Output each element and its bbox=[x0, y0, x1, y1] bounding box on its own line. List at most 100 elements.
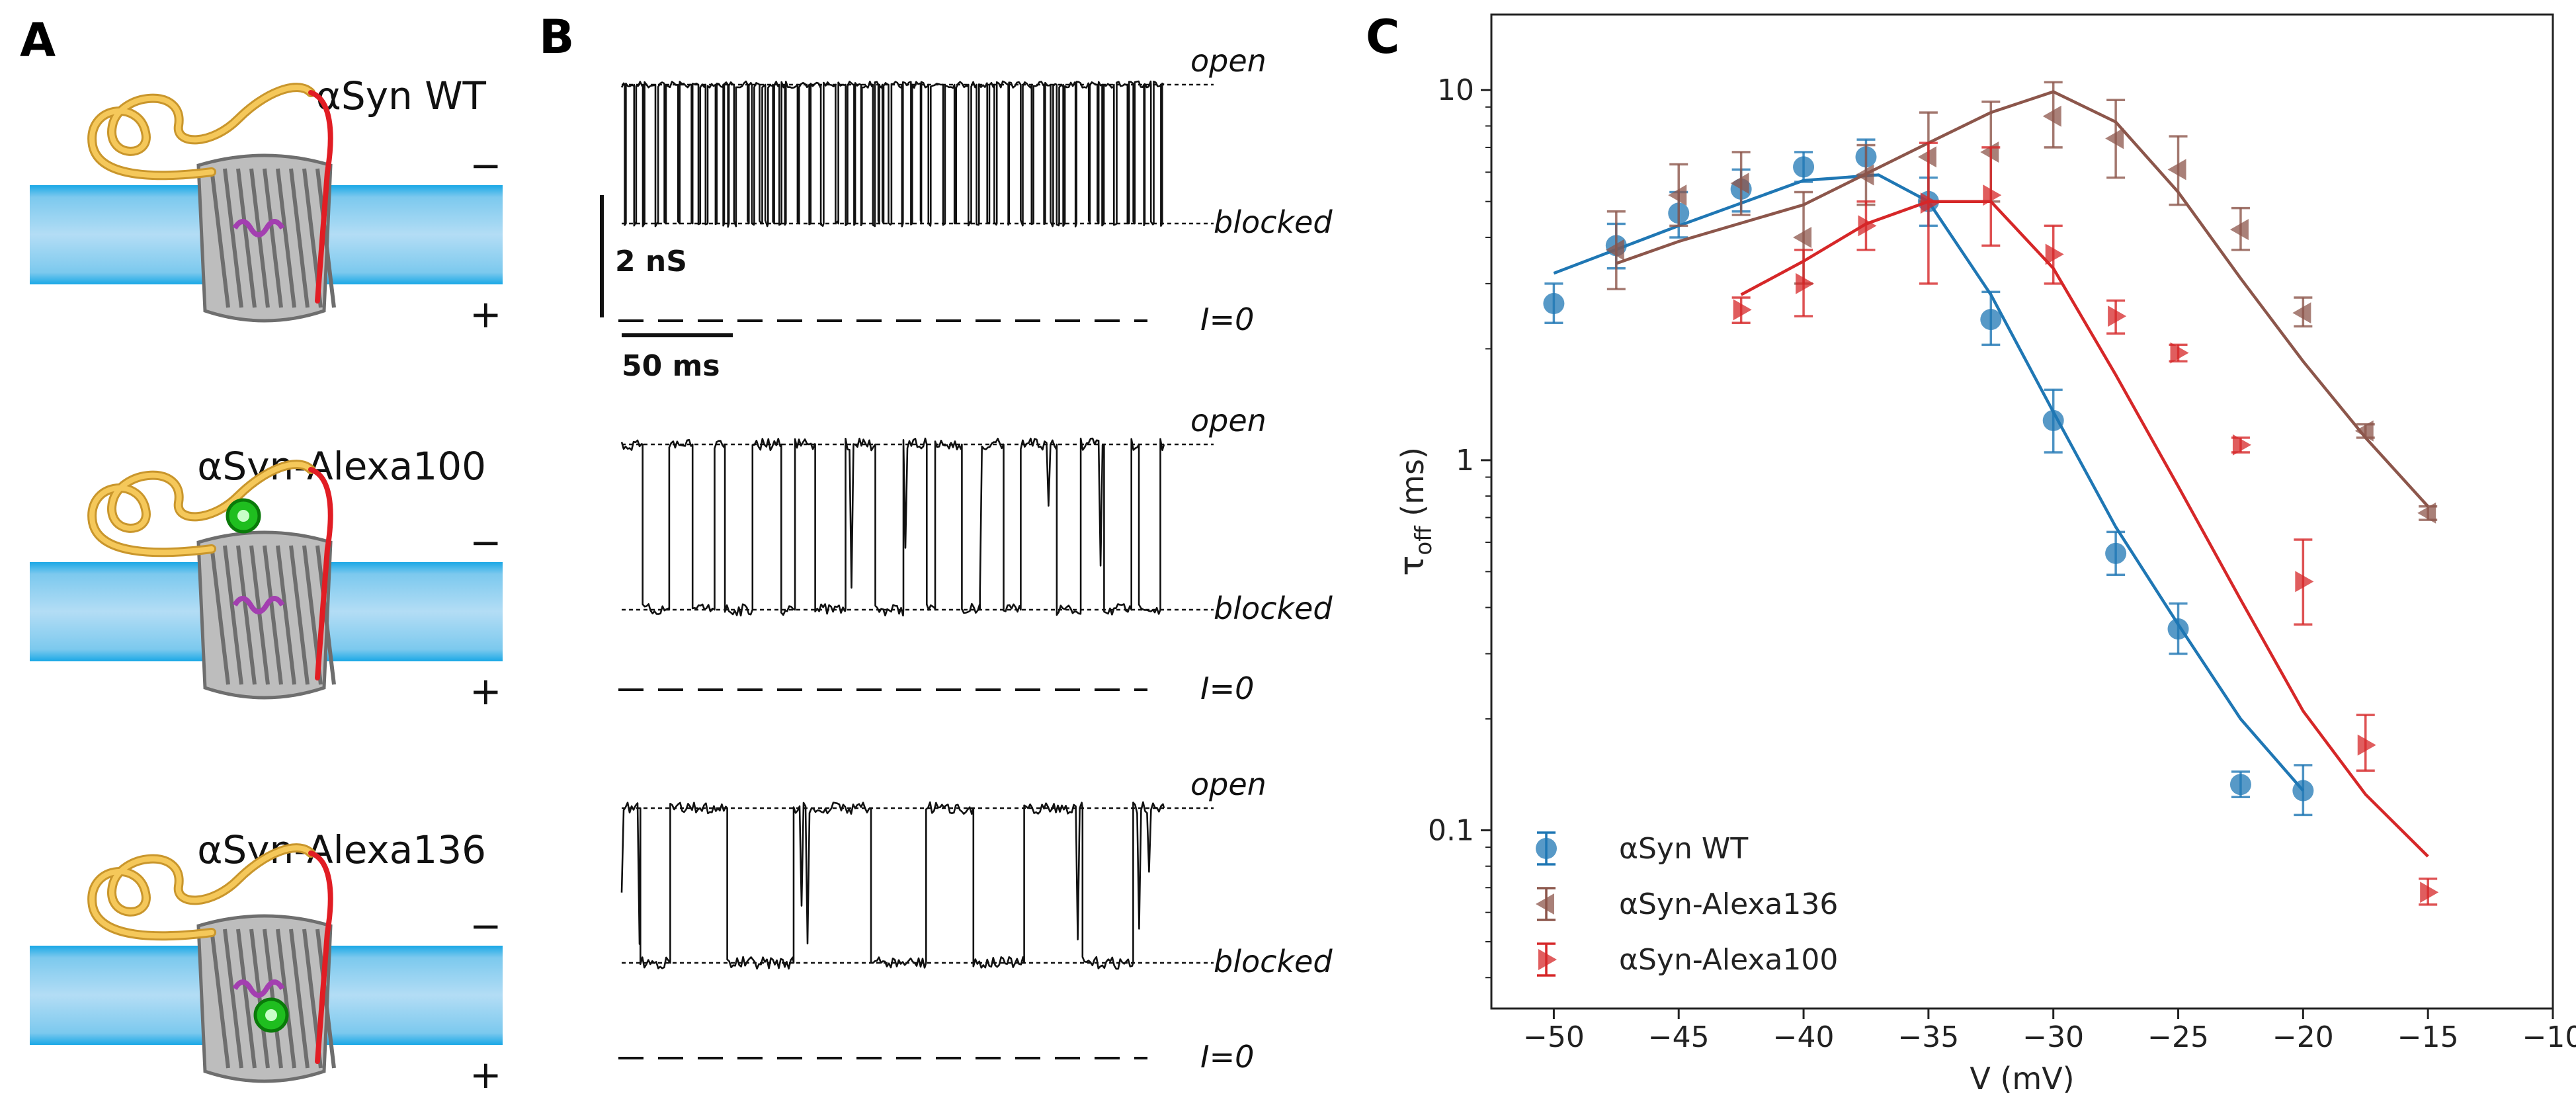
data-point bbox=[2357, 734, 2376, 756]
helix-motif bbox=[232, 596, 285, 614]
minus-sign: − bbox=[470, 520, 502, 565]
series-2 bbox=[1605, 81, 2438, 524]
current-trace bbox=[620, 437, 1165, 617]
barrel-strand bbox=[236, 928, 257, 1069]
data-point bbox=[1855, 164, 1874, 186]
current-trace bbox=[620, 801, 1165, 970]
barrel-strand bbox=[236, 168, 257, 308]
barrel-strand bbox=[276, 928, 296, 1069]
data-point bbox=[1733, 299, 1752, 321]
data-point bbox=[1543, 293, 1565, 315]
helix-motif bbox=[232, 979, 285, 998]
data-point bbox=[2167, 159, 2186, 181]
trace-1: open blocked I=0 bbox=[618, 43, 1333, 337]
data-point bbox=[2292, 780, 2314, 802]
plus-sign: + bbox=[470, 292, 502, 337]
y-axis-label-symbol: τ bbox=[1392, 556, 1432, 576]
conductance-scale-label: 2 nS bbox=[615, 245, 687, 278]
fit-line bbox=[1740, 200, 2429, 858]
x-tick-label: −25 bbox=[2147, 1020, 2209, 1054]
data-point bbox=[2042, 409, 2064, 431]
data-point bbox=[2420, 882, 2439, 903]
data-point bbox=[1917, 146, 1936, 168]
trace-2: open blocked I=0 bbox=[618, 403, 1333, 706]
panel-label-b: B bbox=[539, 10, 574, 64]
x-tick-label: −50 bbox=[1523, 1020, 1585, 1054]
fit-line bbox=[1616, 90, 2429, 508]
y-tick-label: 0.1 bbox=[1428, 814, 1474, 848]
construct-label: αSyn WT bbox=[316, 73, 487, 118]
helix-motif bbox=[232, 219, 285, 237]
open-label: open bbox=[1190, 403, 1267, 438]
trace-3: open blocked I=0 bbox=[618, 766, 1333, 1075]
data-point bbox=[2167, 618, 2189, 640]
data-point bbox=[2354, 420, 2374, 442]
time-scale-label: 50 ms bbox=[622, 349, 720, 383]
dye-marker-core bbox=[265, 1009, 277, 1021]
x-tick-label: −40 bbox=[1773, 1020, 1835, 1054]
x-tick-label: −45 bbox=[1648, 1020, 1710, 1054]
barrel-strand bbox=[249, 168, 270, 308]
legend-marker bbox=[1536, 893, 1554, 915]
barrel-strand bbox=[223, 928, 243, 1069]
data-point bbox=[2292, 302, 2311, 324]
data-point bbox=[2042, 105, 2061, 127]
panel-label-a: A bbox=[20, 13, 56, 67]
legend-label: αSyn-Alexa136 bbox=[1619, 887, 1838, 921]
barrel-strand bbox=[210, 545, 230, 685]
x-axis-label: V (mV) bbox=[1970, 1061, 2074, 1096]
data-point bbox=[2295, 571, 2314, 593]
barrel-strand bbox=[289, 168, 310, 308]
dye-marker-core bbox=[237, 510, 249, 522]
data-point bbox=[1793, 156, 1815, 178]
legend-label: αSyn-Alexa100 bbox=[1619, 943, 1838, 977]
plus-sign: + bbox=[470, 669, 502, 714]
data-point bbox=[2232, 434, 2251, 456]
data-point bbox=[1605, 239, 1624, 261]
data-point bbox=[2045, 243, 2064, 265]
barrel-strand bbox=[210, 928, 230, 1069]
minus-sign: − bbox=[470, 143, 502, 188]
y-tick-label: 1 bbox=[1456, 444, 1474, 477]
data-point bbox=[2229, 774, 2251, 796]
x-tick-label: −15 bbox=[2397, 1020, 2459, 1054]
schematic-2: αSyn-Alexa100 − + bbox=[30, 444, 503, 714]
data-point bbox=[1668, 185, 1687, 206]
blocked-label: blocked bbox=[1214, 204, 1333, 240]
data-point bbox=[2105, 128, 2124, 149]
barrel-strand bbox=[223, 168, 243, 308]
barrel-strand bbox=[236, 545, 257, 685]
x-tick-label: −10 bbox=[2522, 1020, 2576, 1054]
protein-tail bbox=[308, 850, 333, 1064]
data-point bbox=[1980, 141, 1999, 163]
x-tick-label: −35 bbox=[1897, 1020, 1959, 1054]
x-tick-label: −30 bbox=[2022, 1020, 2084, 1054]
blocked-label: blocked bbox=[1214, 591, 1333, 626]
barrel-strand bbox=[315, 545, 336, 685]
construct-label: αSyn-Alexa100 bbox=[197, 444, 486, 489]
minus-sign: − bbox=[470, 903, 502, 948]
y-tick-label: 10 bbox=[1437, 73, 1474, 107]
series-3 bbox=[1731, 142, 2439, 906]
open-label: open bbox=[1190, 43, 1267, 79]
protein-tail bbox=[308, 90, 333, 304]
blocked-label: blocked bbox=[1214, 944, 1333, 979]
barrel-strand bbox=[249, 545, 270, 685]
panel-a-schematics: αSyn WT − + αSyn-Alexa100 − + αSyn-Alexa136 − + bbox=[30, 73, 503, 1097]
scale-bars: 2 nS 50 ms bbox=[600, 195, 733, 383]
zero-current-label: I=0 bbox=[1200, 302, 1254, 337]
panel-b-traces: open blocked I=0 open blocked I=0 open blocked I… bbox=[600, 43, 1333, 1075]
plot-frame bbox=[1490, 13, 2554, 1010]
barrel-strand bbox=[263, 545, 283, 685]
y-axis-label-subscript: off bbox=[1411, 525, 1437, 556]
unfolded-chain bbox=[89, 462, 313, 556]
data-point bbox=[1858, 215, 1877, 237]
barrel-strand bbox=[210, 168, 230, 308]
data-point bbox=[2417, 502, 2436, 524]
unfolded-chain bbox=[89, 845, 313, 939]
barrel-strand bbox=[263, 168, 283, 308]
legend-label: αSyn WT bbox=[1619, 832, 1748, 866]
barrel-strand bbox=[249, 928, 270, 1069]
data-point bbox=[1730, 173, 1749, 194]
